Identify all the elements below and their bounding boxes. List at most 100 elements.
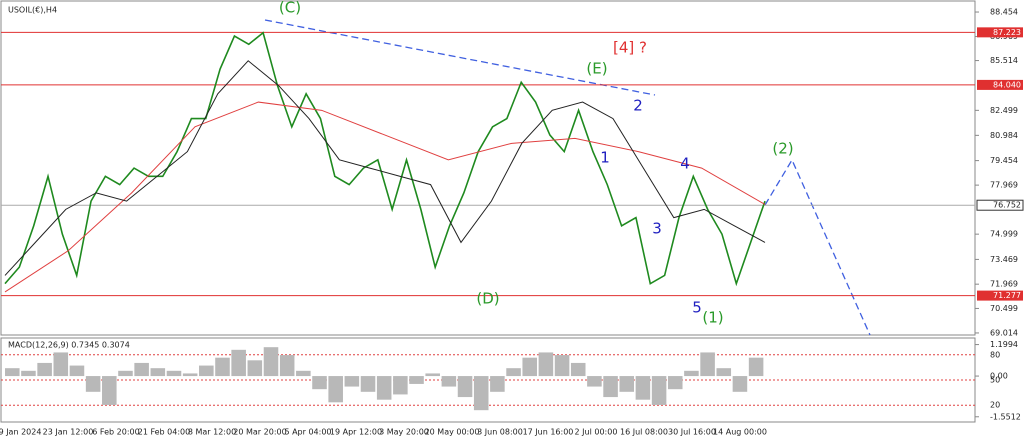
macd-bar: [538, 352, 554, 377]
macd-bar: [506, 368, 521, 377]
macd-bar: [473, 376, 489, 411]
stoch-level-label: 20: [990, 401, 1000, 410]
wave-label: 3: [652, 220, 662, 238]
x-tick-label: 14 Aug 00:00: [713, 428, 767, 437]
macd-bar: [554, 355, 570, 377]
macd-bar: [360, 376, 376, 392]
macd-bar: [603, 376, 618, 398]
macd-bar: [231, 349, 246, 377]
macd-label: MACD(12,26,9) 0.7345 0.3074: [8, 341, 130, 350]
macd-bar: [700, 352, 715, 377]
level-label: 71.277: [993, 291, 1021, 300]
macd-bar: [85, 376, 101, 392]
macd-bar: [490, 376, 505, 392]
macd-bar: [522, 357, 537, 377]
y-tick-label: 69.014: [990, 328, 1018, 337]
macd-bar: [587, 376, 602, 387]
x-tick-label: 19 Apr 12:00: [330, 428, 382, 437]
macd-bar: [393, 376, 408, 395]
macd-bar: [166, 370, 182, 377]
wave-label: 5: [692, 299, 702, 317]
price-line: [4, 60, 766, 276]
macd-bar: [279, 355, 295, 377]
price-line: [4, 31, 766, 287]
y-tick-label: 79.454: [990, 156, 1018, 165]
x-tick-label: 30 Jul 16:00: [668, 428, 716, 437]
x-tick-label: 8 Mar 12:00: [188, 428, 236, 437]
level-label: 87.223: [993, 28, 1021, 37]
price-line: [4, 101, 766, 293]
y-tick-label: 73.469: [990, 255, 1018, 264]
macd-bar: [69, 365, 85, 377]
macd-bar: [457, 376, 473, 398]
macd-bar: [247, 360, 263, 377]
symbol: USOIL(€),H4: [8, 6, 57, 15]
y-tick-label: 80.984: [990, 131, 1018, 140]
y-tick-label: 82.499: [990, 106, 1018, 115]
y-tick-label: 85.514: [990, 56, 1018, 65]
macd-bar: [215, 357, 230, 377]
macd-bar: [5, 368, 20, 377]
x-tick-label: 3 May 20:00: [379, 428, 429, 437]
macd-bar: [441, 376, 457, 387]
macd-bar: [263, 347, 279, 377]
macd-bar: [118, 370, 133, 377]
macd-bar: [328, 376, 343, 403]
macd-bar: [344, 376, 360, 387]
wave-label: [4] ?: [613, 39, 647, 57]
level-tag: [977, 79, 1023, 90]
y-tick-label: 88.454: [990, 8, 1018, 17]
macd-bar: [37, 362, 52, 377]
level-tag: [977, 27, 1023, 38]
wave-label: 1: [600, 149, 610, 167]
macd-bar: [667, 376, 683, 390]
macd-bar: [182, 373, 198, 377]
y-tick-label: 70.499: [990, 304, 1018, 313]
price-frame: [0, 0, 976, 336]
x-tick-label: 9 Jan 2024: [0, 428, 41, 437]
macd-bar: [312, 376, 327, 390]
wave-label: (C): [279, 0, 301, 17]
x-tick-label: 3 Jun 08:00: [477, 428, 523, 437]
stoch-level-label: 50: [990, 376, 1000, 385]
macd-tick-label: -1.5512: [990, 412, 1021, 421]
projection-line: [764, 158, 871, 336]
macd-bar: [376, 376, 392, 400]
macd-bar: [425, 373, 440, 377]
x-tick-label: 20 Mar 20:00: [233, 428, 286, 437]
level-label: 84.040: [993, 80, 1021, 89]
current-price-label: 76.752: [993, 201, 1021, 210]
x-tick-label: 23 Jan 12:00: [43, 428, 94, 437]
wave-label: 4: [680, 155, 690, 173]
macd-bar: [732, 376, 748, 392]
x-tick-label: 16 Jul 08:00: [620, 428, 668, 437]
x-tick-label: 5 Apr 04:00: [284, 428, 331, 437]
macd-bar: [134, 362, 149, 377]
wave-label: (1): [702, 309, 723, 327]
macd-bar: [684, 370, 699, 377]
stoch-level-label: 80: [990, 350, 1000, 359]
x-tick-label: 6 Feb 20:00: [92, 428, 139, 437]
macd-bar: [53, 352, 69, 377]
x-tick-label: 21 Feb 04:00: [138, 428, 190, 437]
wave-label: 2: [633, 97, 643, 115]
x-tick-label: 17 Jun 16:00: [523, 428, 574, 437]
x-tick-label: 2 Jul 00:00: [575, 428, 618, 437]
macd-bar: [716, 368, 732, 377]
macd-bar: [651, 376, 667, 405]
macd-tick-label: 1.1994: [990, 340, 1018, 349]
macd-bar: [409, 376, 424, 384]
level-tag: [977, 290, 1023, 301]
current-price-tag: [976, 199, 1024, 211]
y-tick-label: 74.999: [990, 230, 1018, 239]
macd-bar: [748, 357, 764, 377]
macd-bar: [635, 376, 651, 400]
x-tick-label: 20 May 00:00: [425, 428, 480, 437]
macd-bar: [21, 370, 36, 377]
wave-label: (D): [476, 290, 499, 308]
macd-bar: [619, 376, 635, 392]
y-tick-label: 71.969: [990, 280, 1018, 289]
wave-label: (E): [586, 60, 607, 78]
y-tick-label: 77.969: [990, 181, 1018, 190]
